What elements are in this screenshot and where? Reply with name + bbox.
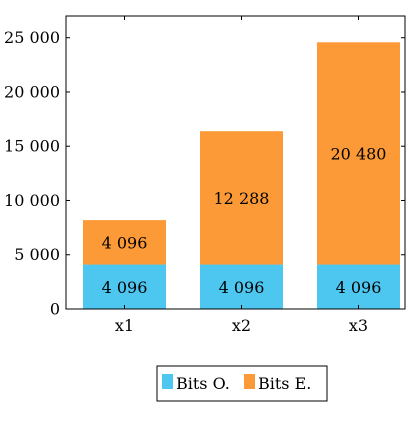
- data-label-x2-series-1: 12 288: [214, 189, 270, 208]
- data-label-x2-series-0: 4 096: [219, 278, 265, 297]
- bar-x3-series-1: [317, 42, 400, 265]
- x-tick-label-x2: x2: [232, 316, 251, 335]
- data-label-x3-series-0: 4 096: [336, 278, 382, 297]
- y-tick-label: 25 000: [4, 28, 60, 47]
- bar-x1-series-1: [83, 220, 166, 265]
- data-label-x3-series-1: 20 480: [331, 144, 387, 163]
- y-tick-label: 15 000: [4, 137, 60, 156]
- data-label-x1-series-1: 4 096: [102, 233, 148, 252]
- data-label-x1-series-0: 4 096: [102, 278, 148, 297]
- legend-label-series-0: Bits O.: [176, 374, 230, 393]
- x-tick-label-x3: x3: [349, 316, 368, 335]
- x-axis: x1 x2 x3: [115, 16, 368, 335]
- legend-swatch-series-1: [244, 374, 255, 389]
- bar-x2-series-1: [200, 131, 283, 265]
- bar-x3-series-0: [317, 264, 400, 309]
- legend-box: [156, 365, 328, 402]
- bar-x2-series-0: [200, 264, 283, 309]
- legend-swatch-series-0: [162, 374, 173, 389]
- data-labels-layer: 4 096 4 096 4 096 12 288 4 096 20 480: [102, 144, 387, 296]
- y-tick-label: 10 000: [4, 191, 60, 210]
- y-tick-label: 20 000: [4, 82, 60, 101]
- x-tick-label-x1: x1: [115, 316, 134, 335]
- legend-label-series-1: Bits E.: [258, 374, 311, 393]
- legend: Bits O. Bits E.: [156, 365, 328, 402]
- y-tick-label: 5 000: [14, 245, 60, 264]
- bar-x1-series-0: [83, 264, 166, 309]
- y-tick-label: 0: [50, 300, 60, 319]
- plot-frame: [65, 15, 406, 310]
- bars-layer: [83, 42, 400, 309]
- y-axis: 0 5 000 10 000 15 000 20 000 25 000: [4, 28, 405, 319]
